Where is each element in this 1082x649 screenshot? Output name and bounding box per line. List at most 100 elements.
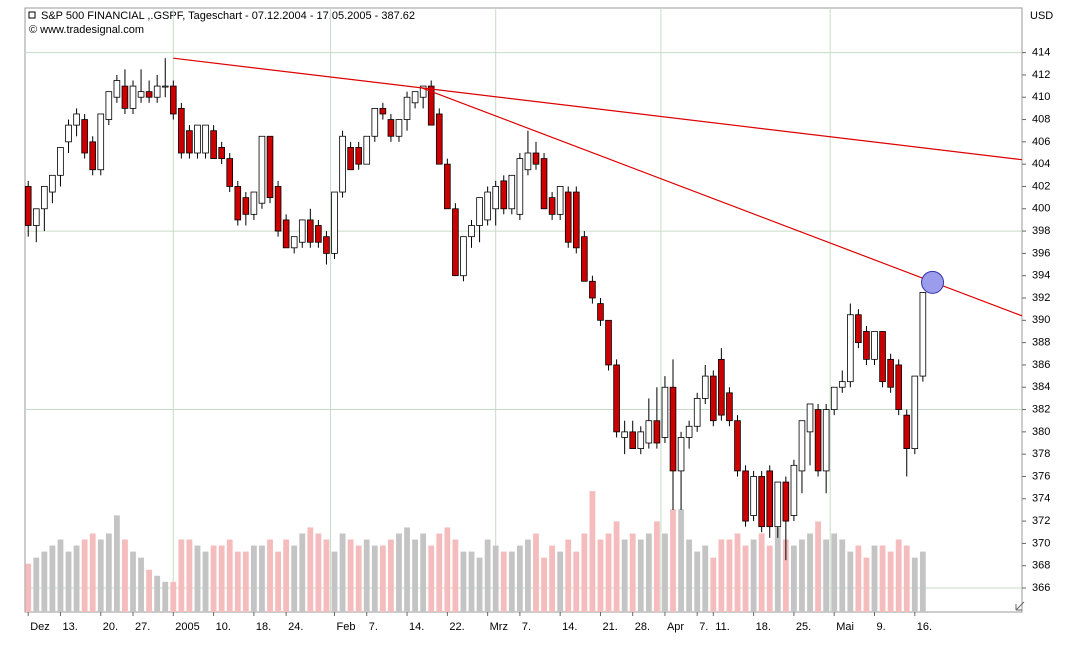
- candle-body: [113, 80, 121, 98]
- candle-body: [435, 113, 443, 165]
- candle-body: [339, 135, 346, 193]
- x-tick-label: 18.: [256, 621, 271, 633]
- volume-bar: [815, 521, 821, 612]
- candle-body: [218, 147, 225, 159]
- candle-body: [556, 186, 564, 215]
- candle-body: [524, 152, 532, 171]
- y-tick-label: 386: [1032, 359, 1050, 371]
- x-tick-label: 28.: [635, 621, 650, 633]
- candle-body: [81, 119, 88, 154]
- y-tick-label: 368: [1032, 560, 1050, 572]
- candle-body: [774, 481, 782, 528]
- x-tick-label: 16.: [917, 621, 932, 633]
- volume-bar: [138, 557, 144, 612]
- volume-bar: [895, 539, 902, 612]
- x-tick-label: Mai: [836, 621, 854, 633]
- volume-bar: [484, 539, 491, 612]
- candle-body: [822, 409, 830, 472]
- volume-bar: [750, 539, 757, 612]
- candle-body: [226, 158, 234, 187]
- candle-body: [589, 280, 596, 299]
- y-tick-label: 408: [1032, 113, 1050, 125]
- y-tick-label: 382: [1032, 403, 1050, 415]
- volume-bar: [500, 551, 507, 612]
- candle-body: [911, 375, 919, 449]
- candle-body: [814, 409, 822, 472]
- volume-bar: [863, 557, 870, 612]
- y-tick-label: 400: [1032, 203, 1050, 215]
- candle-body: [661, 386, 669, 438]
- candle-body: [161, 85, 169, 88]
- volume-bar: [557, 551, 564, 612]
- volume-bar: [299, 533, 306, 612]
- volume-bar: [525, 539, 531, 612]
- candle-body: [919, 292, 927, 377]
- y-tick-label: 390: [1032, 314, 1050, 326]
- volume-bar: [218, 545, 225, 612]
- volume-bar: [903, 545, 910, 612]
- volume-bar: [782, 539, 789, 612]
- x-tick-label: 7.: [699, 621, 708, 633]
- candle-body: [41, 186, 48, 210]
- volume-bar: [436, 533, 443, 612]
- candle-body: [32, 208, 40, 226]
- volume-bar: [565, 539, 572, 612]
- candle-body: [718, 358, 725, 416]
- candle-body: [347, 147, 354, 171]
- volume-bar: [613, 521, 620, 612]
- volume-bar: [919, 551, 926, 612]
- volume-bar: [388, 539, 394, 612]
- volume-bar: [621, 539, 628, 612]
- candle-body: [258, 135, 266, 204]
- volume-bar: [541, 557, 547, 612]
- volume-bar: [379, 545, 386, 612]
- candle-body: [742, 470, 749, 522]
- x-tick-label: 21.: [602, 621, 617, 633]
- volume-bar: [396, 533, 402, 612]
- volume-bar: [105, 533, 112, 612]
- volume-bar: [122, 539, 128, 612]
- candle-body: [186, 130, 193, 154]
- trendline: [173, 57, 1023, 161]
- volume-bar: [847, 551, 854, 612]
- candle-body: [621, 431, 628, 438]
- candle-body: [444, 163, 451, 210]
- candle-body: [194, 124, 201, 154]
- candle-body: [153, 85, 161, 98]
- candle-body: [564, 191, 572, 243]
- volume-bar: [516, 545, 523, 612]
- volume-bar: [202, 551, 209, 612]
- x-tick-label: 24.: [288, 621, 303, 633]
- volume-bar: [41, 551, 48, 612]
- volume-bar: [89, 533, 96, 612]
- candle-body: [274, 186, 282, 232]
- candle-body: [282, 219, 290, 249]
- volume-bar: [645, 533, 652, 612]
- volume-bar: [791, 545, 797, 612]
- volume-bar: [452, 539, 459, 612]
- candle-body: [669, 386, 677, 472]
- candle-body: [613, 364, 620, 433]
- y-unit: USD: [1030, 10, 1053, 22]
- volume-bar: [678, 509, 684, 612]
- volume-bar: [508, 551, 515, 612]
- candle-body: [887, 358, 894, 388]
- candle-body: [121, 85, 129, 109]
- volume-bar: [428, 545, 435, 612]
- volume-bar: [347, 539, 354, 612]
- volume-bar: [742, 545, 749, 612]
- volume-bar: [57, 539, 64, 612]
- x-tick-label: 7.: [522, 621, 531, 633]
- candle-body: [806, 403, 814, 433]
- candle-body: [653, 420, 661, 444]
- candle-body: [403, 96, 411, 120]
- volume-bar: [65, 551, 72, 612]
- candle-body: [210, 130, 217, 159]
- volume-bar: [734, 533, 741, 612]
- candle-body: [677, 437, 685, 472]
- candle-body: [129, 85, 137, 109]
- title-icon: [28, 11, 36, 19]
- volume-bar: [823, 539, 830, 612]
- candle-body: [572, 191, 580, 249]
- y-tick-label: 374: [1032, 493, 1050, 505]
